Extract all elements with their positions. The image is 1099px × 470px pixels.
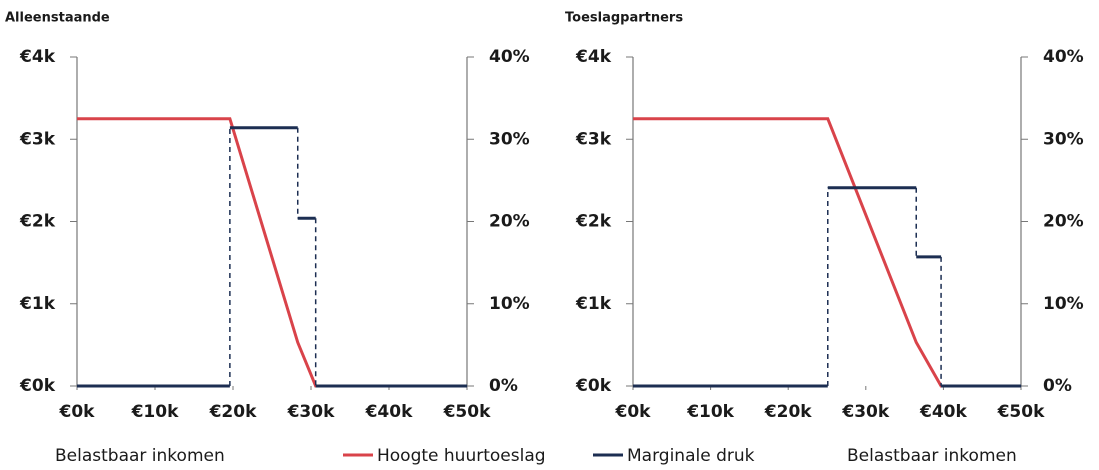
- y-tick-label: €4k: [575, 47, 612, 67]
- y-tick-label: €1k: [19, 294, 56, 314]
- y-tick-label: €3k: [575, 129, 612, 149]
- x-tick-label: €30k: [287, 402, 335, 422]
- line-series: [77, 117, 467, 388]
- x-tick-label: €10k: [131, 402, 179, 422]
- x-tick-label: €10k: [686, 402, 734, 422]
- chart-title: Toeslagpartners: [565, 11, 683, 26]
- y2-tick-label: 40%: [1043, 47, 1084, 67]
- y2-tick-label: 10%: [1043, 294, 1084, 314]
- chart-title: Alleenstaande: [5, 11, 110, 26]
- x-tick-label: €40k: [365, 402, 413, 422]
- y2-tick-label: 0%: [1043, 376, 1072, 396]
- legend-label: Hoogte huurtoeslag: [377, 446, 546, 466]
- y-tick-label: €0k: [19, 376, 56, 396]
- y-tick-label: €4k: [19, 47, 56, 67]
- y2-tick-label: 10%: [489, 294, 530, 314]
- y-tick-label: €2k: [575, 212, 612, 232]
- line-series: [633, 117, 1021, 388]
- x-tick-label: €0k: [59, 402, 96, 422]
- y-tick-label: €0k: [575, 376, 612, 396]
- x-tick-label: €20k: [209, 402, 257, 422]
- y2-tick-label: 40%: [489, 47, 530, 67]
- y2-tick-label: 0%: [489, 376, 518, 396]
- y-tick-label: €2k: [19, 212, 56, 232]
- x-axis-label: Belastbaar inkomen: [55, 446, 225, 466]
- y-tick-label: €1k: [575, 294, 612, 314]
- x-tick-label: €20k: [764, 402, 812, 422]
- x-tick-label: €40k: [919, 402, 967, 422]
- x-tick-label: €50k: [997, 402, 1045, 422]
- x-tick-label: €50k: [443, 402, 491, 422]
- y2-tick-label: 30%: [489, 129, 530, 149]
- legend-label: Marginale druk: [627, 446, 755, 466]
- x-axis-label: Belastbaar inkomen: [847, 446, 1017, 466]
- y2-tick-label: 20%: [489, 212, 530, 232]
- x-tick-label: €30k: [841, 402, 889, 422]
- x-tick-label: €0k: [615, 402, 652, 422]
- y2-tick-label: 30%: [1043, 129, 1084, 149]
- y-tick-label: €3k: [19, 129, 56, 149]
- y2-tick-label: 20%: [1043, 212, 1084, 232]
